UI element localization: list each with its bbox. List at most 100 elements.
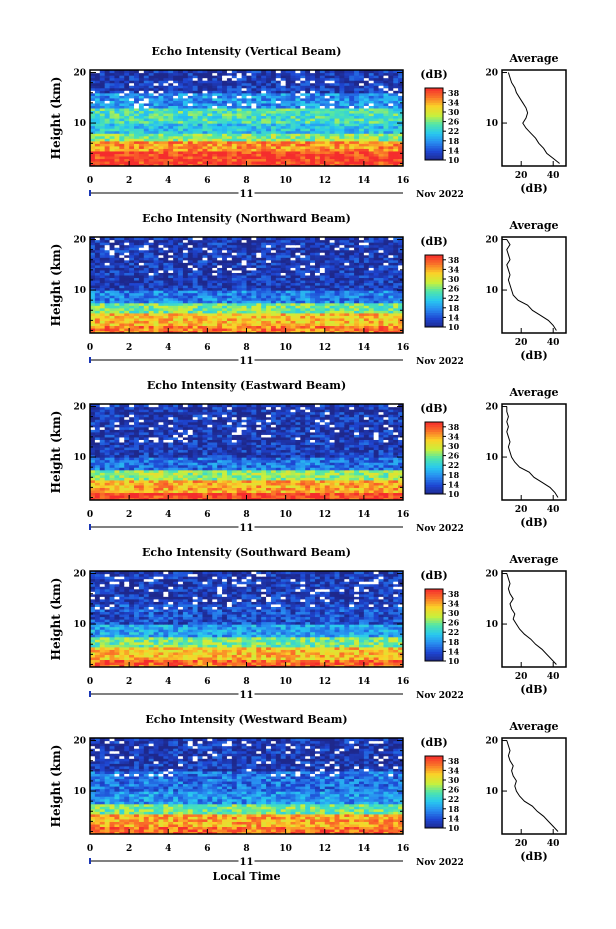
heatmap-cell: [163, 252, 169, 256]
heatmap-cell: [99, 262, 106, 266]
heatmap-cell: [94, 247, 101, 251]
heatmap-cell: [266, 252, 272, 256]
heatmap-cell: [163, 143, 169, 147]
heatmap-cell: [305, 143, 311, 147]
heatmap-cell: [197, 305, 204, 309]
heatmap-cell: [187, 325, 194, 329]
heatmap-cell: [207, 325, 213, 329]
heatmap-cell: [163, 120, 169, 124]
heatmap-cell: [363, 259, 370, 263]
heatmap-cell: [310, 237, 316, 241]
heatmap-cell: [182, 90, 189, 94]
heatmap-cell: [275, 244, 282, 248]
heatmap-cell: [231, 77, 238, 81]
heatmap-cell: [363, 295, 370, 299]
heatmap-cell: [383, 305, 389, 309]
heatmap-cell: [295, 254, 301, 258]
heatmap-cell: [187, 120, 194, 124]
heatmap-cell: [388, 125, 394, 129]
heatmap-cell: [275, 277, 282, 281]
heatmap-cell: [270, 145, 277, 149]
heatmap-cell: [266, 130, 272, 134]
heatmap-cell: [129, 277, 135, 281]
heatmap-cell: [104, 143, 111, 147]
heatmap-cell: [358, 115, 365, 119]
heatmap-cell: [393, 102, 399, 106]
heatmap-cell: [358, 155, 365, 160]
heatmap-cell: [153, 279, 160, 284]
heatmap-cell: [114, 158, 120, 162]
heatmap-cell: [334, 264, 341, 268]
heatmap-cell: [182, 239, 189, 243]
heatmap-cell: [236, 252, 243, 256]
heatmap-cell: [314, 87, 321, 91]
heatmap-cell: [114, 325, 120, 329]
heatmap-cell: [187, 259, 194, 263]
heatmap-cell: [148, 269, 155, 273]
heatmap-cell: [349, 302, 355, 306]
heatmap-cell: [344, 279, 350, 284]
heatmap-cell: [256, 239, 262, 243]
heatmap-cell: [266, 239, 272, 243]
heatmap-cell: [378, 244, 385, 248]
heatmap-cell: [295, 247, 301, 251]
heatmap-cell: [197, 120, 204, 124]
heatmap-cell: [334, 143, 341, 147]
heatmap-cell: [226, 295, 233, 299]
heatmap-cell: [354, 140, 360, 144]
heatmap-cell: [275, 85, 282, 89]
heatmap-cell: [290, 300, 297, 304]
heatmap-cell: [168, 163, 174, 166]
heatmap-cell: [398, 145, 403, 149]
heatmap-cell: [368, 148, 375, 152]
heatmap-cell: [207, 272, 213, 276]
heatmap-cell: [178, 330, 184, 333]
heatmap-cell: [310, 97, 316, 101]
heatmap-cell: [290, 310, 297, 314]
heatmap-cell: [368, 75, 375, 79]
heatmap-cell: [231, 82, 238, 86]
heatmap-cell: [270, 133, 277, 137]
heatmap-cell: [212, 97, 218, 101]
heatmap-cell: [90, 297, 96, 301]
heatmap-cell: [134, 264, 140, 268]
heatmap-cell: [109, 92, 116, 96]
heatmap-cell: [383, 317, 389, 321]
heatmap-cell: [305, 290, 311, 294]
heatmap-cell: [349, 300, 355, 304]
heatmap-cell: [261, 290, 267, 294]
heatmap-cell: [207, 292, 213, 296]
heatmap-cell: [319, 267, 326, 271]
heatmap-cell: [202, 128, 208, 132]
heatmap-cell: [363, 120, 370, 124]
heatmap-cell: [305, 148, 311, 152]
heatmap-cell: [246, 115, 252, 119]
colorbar-swatch: [425, 128, 443, 132]
heatmap-cell: [300, 242, 306, 246]
heatmap-cell: [143, 135, 150, 139]
heatmap-cell: [354, 112, 360, 117]
heatmap-cell: [329, 315, 336, 319]
heatmap-cell: [358, 75, 365, 79]
heatmap-cell: [310, 297, 316, 301]
heatmap-cell: [124, 120, 130, 124]
heatmap-cell: [212, 285, 218, 289]
heatmap-cell: [138, 242, 145, 246]
heatmap-cell: [378, 327, 385, 332]
heatmap-cell: [207, 72, 213, 76]
heatmap-cell: [383, 327, 389, 332]
heatmap-cell: [241, 70, 248, 74]
heatmap-cell: [207, 249, 213, 253]
heatmap-cell: [363, 310, 370, 314]
heatmap-cell: [349, 244, 355, 248]
heatmap-cell: [138, 269, 145, 273]
heatmap-cell: [222, 160, 228, 165]
heatmap-cell: [358, 292, 365, 296]
heatmap-cell: [314, 285, 321, 289]
heatmap-cell: [398, 269, 403, 273]
heatmap-cell: [339, 274, 345, 279]
heatmap-cell: [94, 327, 101, 332]
heatmap-cell: [314, 295, 321, 299]
heatmap-cell: [383, 75, 389, 79]
heatmap-cell: [393, 312, 399, 316]
